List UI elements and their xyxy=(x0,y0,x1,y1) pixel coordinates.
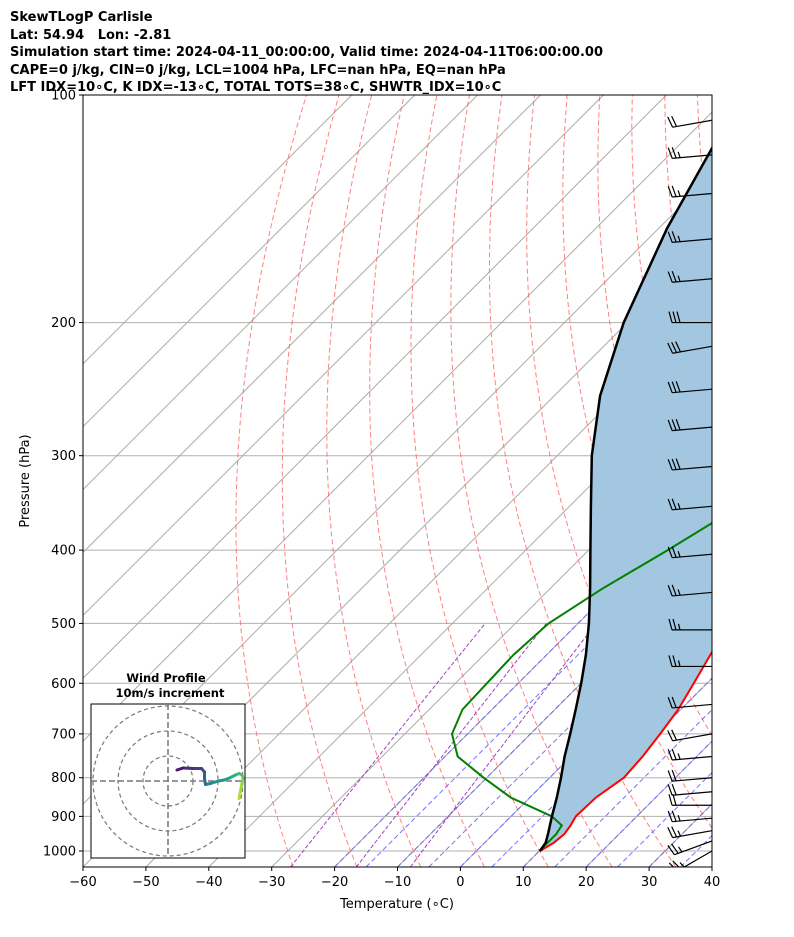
moist-adiabat xyxy=(585,740,712,867)
temperature-line xyxy=(539,650,712,852)
hodograph-segment xyxy=(181,766,195,770)
cape-fill xyxy=(539,148,712,851)
wind-barb xyxy=(667,498,712,511)
isotherm-line xyxy=(145,300,712,867)
wind-barb xyxy=(667,748,712,761)
wind-barb xyxy=(667,784,712,796)
mixing-ratio-line xyxy=(290,623,486,867)
y-axis-label: Pressure (hPa) xyxy=(18,434,33,527)
dry-adiabat xyxy=(235,95,307,867)
isotherm-line xyxy=(334,488,712,867)
y-tick-label: 300 xyxy=(51,449,76,464)
wind-barb xyxy=(667,115,712,128)
wind-barb xyxy=(667,341,712,354)
moist-adiabat xyxy=(334,488,712,867)
location-line: Lat: 54.94 Lon: -2.81 xyxy=(10,27,172,43)
wind-barb xyxy=(667,458,712,471)
wind-barb xyxy=(667,270,712,283)
plot-area xyxy=(83,95,794,867)
wind-barb xyxy=(667,810,712,823)
moist-adiabat xyxy=(428,582,712,867)
inset-plot xyxy=(91,704,245,858)
y-tick-label: 1000 xyxy=(43,844,76,859)
wind-barb xyxy=(667,381,712,394)
isotherm-line xyxy=(83,95,353,365)
y-tick-label: 200 xyxy=(51,316,76,331)
wind-barb xyxy=(668,618,712,631)
dry-adiabat xyxy=(369,95,485,867)
x-tick-label: −20 xyxy=(321,875,348,890)
x-tick-label: −10 xyxy=(384,875,411,890)
x-tick-label: 20 xyxy=(578,875,595,890)
wind-barb xyxy=(667,769,712,782)
wind-barb xyxy=(667,826,712,839)
wind-barb xyxy=(668,311,712,324)
isotherm-line xyxy=(83,95,667,680)
wind-profile-inset xyxy=(90,703,246,859)
index-line: LFT IDX=10∘C, K IDX=-13∘C, TOTAL TOTS=38… xyxy=(10,80,502,95)
dewpoint-line xyxy=(450,521,712,852)
moist-adiabat xyxy=(460,614,712,867)
mixing-ratio-line xyxy=(409,623,597,867)
y-tick-label: 400 xyxy=(51,544,76,559)
inset-title: Wind Profile xyxy=(126,671,206,685)
moist-adiabat xyxy=(617,771,712,867)
y-tick-label: 600 xyxy=(51,677,76,692)
dry-adiabat xyxy=(763,95,794,867)
mixing-ratio-line xyxy=(355,623,547,867)
dry-adiabat xyxy=(410,95,549,867)
chart-header: SkewTLogP Carlisle Lat: 54.94 Lon: -2.81… xyxy=(10,9,603,97)
x-tick-label: 0 xyxy=(456,875,464,890)
isotherm-line xyxy=(271,425,712,867)
wind-barb xyxy=(667,419,712,432)
y-tick-label: 900 xyxy=(51,810,76,825)
x-tick-label: −50 xyxy=(132,875,159,890)
inset-subtitle: 10m/s increment xyxy=(116,686,225,700)
dry-adiabat xyxy=(281,95,358,867)
parcel-line xyxy=(538,145,712,852)
isotherm-line xyxy=(711,866,712,867)
wind-barb xyxy=(667,546,712,559)
moist-adiabat xyxy=(554,708,712,867)
x-tick-label: −60 xyxy=(69,875,96,890)
moist-adiabat xyxy=(711,866,712,867)
x-tick-label: 10 xyxy=(515,875,532,890)
dry-adiabat xyxy=(730,95,794,867)
wind-barb xyxy=(667,185,712,198)
chart-title: SkewTLogP Carlisle xyxy=(10,10,153,25)
y-tick-label: 700 xyxy=(51,727,76,742)
x-tick-label: 40 xyxy=(704,875,721,890)
x-axis-label: Temperature (∘C) xyxy=(339,897,454,912)
moist-adiabat xyxy=(365,519,712,867)
wind-barb xyxy=(668,655,712,668)
y-tick-label: 800 xyxy=(51,771,76,786)
wind-barb xyxy=(667,147,712,159)
y-tick-label: 100 xyxy=(51,89,76,104)
stability-line: CAPE=0 j/kg, CIN=0 j/kg, LCL=1004 hPa, L… xyxy=(10,62,506,78)
x-tick-label: −40 xyxy=(195,875,222,890)
wind-barb xyxy=(667,840,712,856)
y-tick-label: 500 xyxy=(51,617,76,632)
time-line: Simulation start time: 2024-04-11_00:00:… xyxy=(10,45,603,60)
wind-barb xyxy=(667,696,712,709)
x-tick-label: 30 xyxy=(641,875,658,890)
isotherm-line xyxy=(83,111,712,742)
isotherm-line xyxy=(83,95,478,491)
wind-barb xyxy=(667,231,712,243)
wind-barb xyxy=(668,794,712,806)
hodograph-segment xyxy=(175,766,185,772)
dry-adiabat xyxy=(450,95,613,867)
wind-barb xyxy=(667,729,712,742)
dry-adiabat xyxy=(488,95,677,867)
x-tick-label: −30 xyxy=(258,875,285,890)
wind-barb xyxy=(667,584,712,597)
isotherm-line xyxy=(83,95,604,617)
moist-adiabat xyxy=(648,803,712,867)
isotherm-line xyxy=(83,95,541,554)
isotherm-line xyxy=(83,95,416,428)
isotherm-line xyxy=(397,551,712,867)
